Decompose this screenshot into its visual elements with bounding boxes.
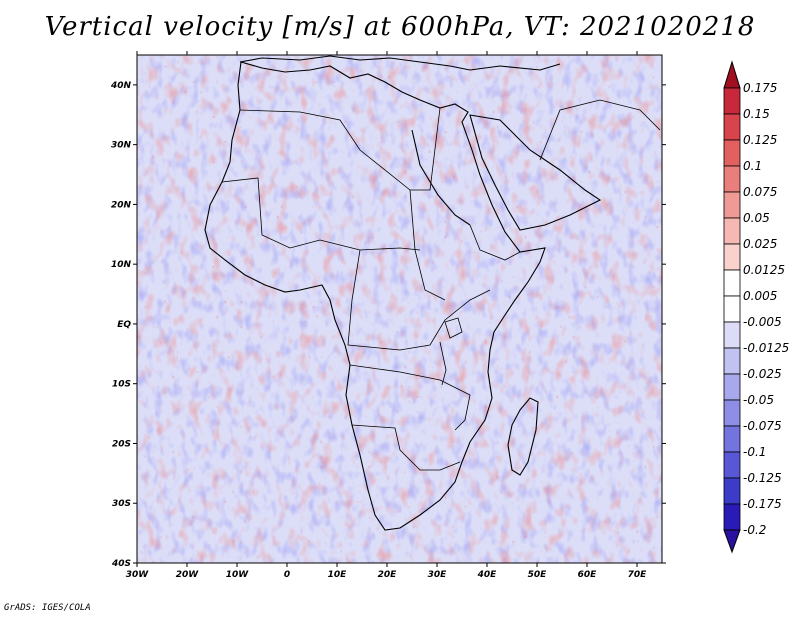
- colorbar-swatch: [723, 139, 741, 167]
- lat-label: 40S: [111, 559, 131, 569]
- colorbar-label: 0.075: [743, 185, 777, 199]
- lon-label: 30W: [126, 570, 150, 580]
- colorbar-label: -0.0125: [743, 341, 789, 355]
- lat-label: 20N: [111, 200, 132, 210]
- colorbar-label: 0.1: [743, 159, 762, 173]
- madagascar-coastline: [507, 397, 539, 476]
- colorbar: 0.175 0.15 0.125 0.1 0.075 0.05 0.025 0.0125 0.0…: [723, 60, 789, 554]
- grads-credit: GrADS: IGES/COLA: [4, 603, 91, 613]
- arabia-coastline: [469, 114, 602, 231]
- colorbar-swatch: [723, 347, 741, 375]
- lon-label: 0: [284, 570, 290, 580]
- border-8: [539, 99, 661, 161]
- colorbar-label: -0.05: [743, 393, 774, 407]
- border-7: [469, 224, 521, 261]
- colorbar-label: 0.125: [743, 133, 777, 147]
- colorbar-label: -0.125: [743, 471, 782, 485]
- colorbar-swatch: [723, 269, 741, 297]
- colorbar-swatch: [723, 243, 741, 271]
- colorbar-label: -0.025: [743, 367, 782, 381]
- border-1: [239, 107, 441, 191]
- coastlines: [204, 55, 661, 531]
- lon-label: 60E: [578, 570, 598, 580]
- colorbar-swatch: [723, 321, 741, 349]
- lon-label: 20E: [378, 570, 398, 580]
- colorbar-label: 0.15: [743, 107, 770, 121]
- colorbar-swatch: [723, 191, 741, 219]
- border-6: [409, 189, 446, 301]
- lat-label: 10N: [111, 260, 132, 270]
- colorbar-label: 0.175: [743, 81, 777, 95]
- lake-tanganyika: [439, 341, 447, 386]
- lon-label: 40E: [477, 570, 498, 580]
- colorbar-label: -0.005: [743, 315, 782, 329]
- colorbar-swatch: [723, 425, 741, 453]
- colorbar-label: 0.005: [743, 289, 777, 303]
- lat-label: 40N: [110, 81, 132, 91]
- europe-coastline: [239, 55, 561, 71]
- map-field: [137, 55, 662, 563]
- colorbar-swatch: [723, 477, 741, 505]
- colorbar-swatch: [723, 399, 741, 427]
- lon-label: 70E: [628, 570, 648, 580]
- colorbar-swatch: [723, 295, 741, 323]
- colorbar-bottom-arrow: [723, 529, 741, 554]
- lon-label: 10E: [328, 570, 348, 580]
- colorbar-swatch: [723, 451, 741, 479]
- lat-axis: 40N 30N 20N 10N EQ 10S 20S 30S 40S: [110, 81, 666, 569]
- lon-label: 50E: [528, 570, 548, 580]
- colorbar-label: 0.025: [743, 237, 777, 251]
- colorbar-label: -0.075: [743, 419, 782, 433]
- africa-coastline: [204, 61, 546, 531]
- lon-label: 10W: [226, 570, 250, 580]
- lon-axis: 30W 20W 10W 0 10E 20E 30E 40E 50E 60E 70E: [126, 51, 647, 580]
- colorbar-swatch: [723, 503, 741, 531]
- colorbar-swatch: [723, 165, 741, 193]
- border-4: [349, 364, 471, 431]
- lat-label: EQ: [117, 320, 131, 330]
- border-3: [347, 249, 491, 351]
- lake-victoria: [444, 317, 463, 339]
- colorbar-swatch: [723, 87, 741, 115]
- map-frame: [136, 54, 663, 564]
- colorbar-label: 0.05: [743, 211, 770, 225]
- lon-label: 20W: [176, 570, 200, 580]
- colorbar-label: 0.0125: [743, 263, 785, 277]
- lon-label: 30E: [428, 570, 448, 580]
- lat-label: 30N: [111, 141, 132, 151]
- colorbar-swatch: [723, 217, 741, 245]
- lat-label: 30S: [112, 499, 131, 509]
- colorbar-top-arrow: [723, 60, 741, 89]
- colorbar-swatch: [723, 373, 741, 401]
- chart-title: Vertical velocity [m/s] at 600hPa, VT: 2…: [44, 12, 756, 42]
- border-5: [351, 424, 461, 471]
- lat-label: 20S: [112, 439, 131, 449]
- border-2: [221, 177, 421, 251]
- lat-label: 10S: [112, 380, 131, 390]
- colorbar-label: -0.1: [743, 445, 766, 459]
- colorbar-label: -0.175: [743, 497, 782, 511]
- colorbar-swatch: [723, 113, 741, 141]
- red-sea: [411, 129, 471, 226]
- colorbar-label: -0.2: [743, 523, 766, 537]
